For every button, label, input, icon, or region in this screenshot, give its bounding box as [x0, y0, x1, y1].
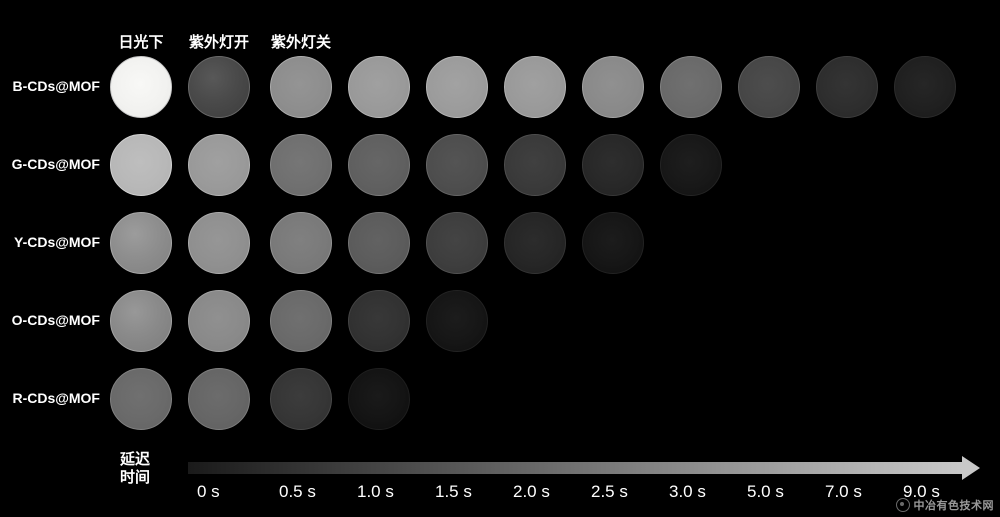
sample-disc-r1-c0	[110, 134, 172, 196]
sample-disc-r4-c2	[270, 368, 332, 430]
sample-disc-r4-c3	[348, 368, 410, 430]
sample-disc-r0-c0	[110, 56, 172, 118]
row-label-3: O-CDs@MOF	[0, 312, 100, 328]
sample-disc-r4-c0	[110, 368, 172, 430]
header-label-1: 紫外灯开	[179, 31, 259, 52]
sample-disc-r0-c8	[738, 56, 800, 118]
sample-disc-r2-c6	[582, 212, 644, 274]
delay-time-label-line-0: 延迟	[105, 451, 165, 469]
tick-label-8: 7.0 s	[825, 482, 862, 502]
sample-disc-r3-c0	[110, 290, 172, 352]
sample-disc-r0-c9	[816, 56, 878, 118]
sample-disc-r0-c7	[660, 56, 722, 118]
sample-disc-r0-c5	[504, 56, 566, 118]
sample-disc-r1-c5	[504, 134, 566, 196]
delay-time-label-line-1: 时间	[105, 469, 165, 487]
sample-disc-r2-c2	[270, 212, 332, 274]
tick-label-0: 0 s	[197, 482, 220, 502]
sample-disc-r2-c5	[504, 212, 566, 274]
header-label-0: 日光下	[101, 31, 181, 52]
sample-disc-r1-c4	[426, 134, 488, 196]
sample-disc-r4-c1	[188, 368, 250, 430]
sample-disc-r0-c2	[270, 56, 332, 118]
sample-disc-r3-c1	[188, 290, 250, 352]
sample-disc-r2-c0	[110, 212, 172, 274]
sample-disc-r0-c3	[348, 56, 410, 118]
sample-disc-r0-c1	[188, 56, 250, 118]
tick-label-2: 1.0 s	[357, 482, 394, 502]
tick-label-4: 2.0 s	[513, 482, 550, 502]
row-label-4: R-CDs@MOF	[0, 390, 100, 406]
tick-label-5: 2.5 s	[591, 482, 628, 502]
tick-label-7: 5.0 s	[747, 482, 784, 502]
sample-disc-r3-c2	[270, 290, 332, 352]
timeline-bar	[188, 462, 964, 474]
sample-disc-r2-c1	[188, 212, 250, 274]
sample-disc-r2-c4	[426, 212, 488, 274]
watermark: 中冶有色技术网	[896, 497, 995, 513]
sample-disc-r1-c6	[582, 134, 644, 196]
sample-disc-r0-c10	[894, 56, 956, 118]
sample-disc-r0-c6	[582, 56, 644, 118]
sample-disc-r1-c1	[188, 134, 250, 196]
row-label-1: G-CDs@MOF	[0, 156, 100, 172]
row-label-0: B-CDs@MOF	[0, 78, 100, 94]
sample-disc-r1-c7	[660, 134, 722, 196]
tick-label-6: 3.0 s	[669, 482, 706, 502]
sample-disc-r0-c4	[426, 56, 488, 118]
header-label-2: 紫外灯关	[261, 31, 341, 52]
tick-label-1: 0.5 s	[279, 482, 316, 502]
delay-time-label: 延迟时间	[105, 451, 165, 487]
tick-label-3: 1.5 s	[435, 482, 472, 502]
sample-disc-r1-c3	[348, 134, 410, 196]
sample-disc-r3-c3	[348, 290, 410, 352]
sample-disc-r1-c2	[270, 134, 332, 196]
watermark-icon	[896, 498, 910, 512]
watermark-text: 中冶有色技术网	[914, 497, 995, 513]
row-label-2: Y-CDs@MOF	[0, 234, 100, 250]
sample-disc-r3-c4	[426, 290, 488, 352]
sample-disc-r2-c3	[348, 212, 410, 274]
